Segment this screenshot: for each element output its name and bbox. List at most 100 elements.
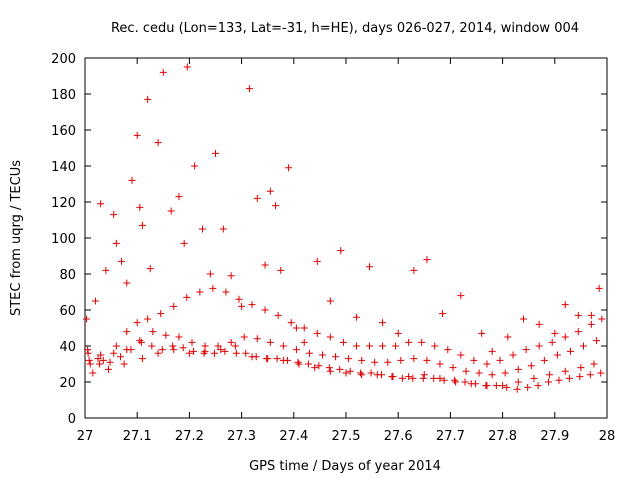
data-point (198, 225, 206, 233)
data-point (519, 315, 527, 323)
data-point (358, 371, 366, 379)
data-point (501, 369, 509, 377)
data-point (112, 342, 120, 350)
data-point (319, 351, 327, 359)
y-tick-label: 80 (59, 268, 76, 283)
data-point (444, 346, 452, 354)
x-tick-label: 27.2 (175, 429, 204, 444)
data-point (514, 365, 522, 373)
plot-frame (84, 57, 608, 419)
y-tick-label: 120 (51, 196, 76, 211)
data-point (133, 319, 141, 327)
data-point (430, 374, 438, 382)
data-point (91, 297, 99, 305)
data-point (337, 247, 345, 255)
data-point (576, 373, 584, 381)
data-point (379, 342, 387, 350)
data-point (379, 319, 387, 327)
data-point (120, 360, 128, 368)
data-point (496, 356, 504, 364)
data-point (162, 331, 170, 339)
data-point (509, 351, 517, 359)
data-point (284, 356, 292, 364)
data-point (232, 349, 240, 357)
data-point (97, 351, 105, 359)
data-point (577, 364, 585, 372)
data-point (175, 193, 183, 201)
y-tick-label: 200 (51, 52, 76, 67)
data-point (451, 376, 459, 384)
data-point (167, 207, 175, 215)
data-point (492, 382, 500, 390)
data-point (210, 349, 218, 357)
data-point (436, 374, 444, 382)
data-point (483, 360, 491, 368)
data-point (475, 369, 483, 377)
data-point (136, 203, 144, 211)
data-point (593, 337, 601, 345)
data-point (313, 329, 321, 337)
data-point (535, 320, 543, 328)
data-point (292, 346, 300, 354)
data-point (294, 358, 302, 366)
y-axis-label: STEC from uqrg / TECUs (9, 160, 24, 316)
data-point (183, 63, 191, 71)
data-point (587, 320, 595, 328)
y-tick-label: 160 (51, 124, 76, 139)
data-point (365, 263, 373, 271)
data-point (221, 347, 229, 355)
data-point (551, 329, 559, 337)
data-point (313, 257, 321, 265)
data-point (470, 356, 478, 364)
data-point (285, 164, 293, 172)
data-point (410, 266, 418, 274)
data-point (548, 338, 556, 346)
data-point (339, 338, 347, 346)
data-point (287, 319, 295, 327)
data-point (97, 200, 105, 208)
data-point (561, 333, 569, 341)
data-point (561, 367, 569, 375)
data-point (231, 342, 239, 350)
data-point (420, 371, 428, 379)
x-axis-label: GPS time / Days of year 2014 (249, 459, 441, 474)
data-point (461, 378, 469, 386)
data-point (274, 311, 282, 319)
data-point (342, 369, 350, 377)
data-point (253, 335, 261, 343)
data-point (574, 328, 582, 336)
data-point (545, 378, 553, 386)
data-point (423, 356, 431, 364)
data-point (326, 333, 334, 341)
data-point (555, 376, 563, 384)
data-point (392, 342, 400, 350)
data-point (170, 302, 178, 310)
data-point (503, 383, 511, 391)
data-point (169, 342, 177, 350)
data-point (595, 284, 603, 292)
data-point (238, 302, 246, 310)
data-point (377, 371, 385, 379)
y-tick-label: 0 (68, 412, 76, 427)
data-point (123, 328, 131, 336)
data-point (110, 211, 118, 219)
data-point (136, 337, 144, 345)
data-point (405, 373, 413, 381)
data-point (367, 369, 375, 377)
data-point (388, 373, 396, 381)
data-point (352, 313, 360, 321)
data-point (439, 310, 447, 318)
data-point (179, 344, 187, 352)
data-point (300, 338, 308, 346)
data-point (587, 311, 595, 319)
data-point (128, 176, 136, 184)
data-point (305, 349, 313, 357)
data-point (514, 378, 522, 386)
data-point (346, 367, 354, 375)
data-point (175, 333, 183, 341)
data-point (540, 356, 548, 364)
data-point (566, 347, 574, 355)
data-point (397, 356, 405, 364)
x-tick-label: 27.1 (123, 429, 152, 444)
data-point (365, 342, 373, 350)
